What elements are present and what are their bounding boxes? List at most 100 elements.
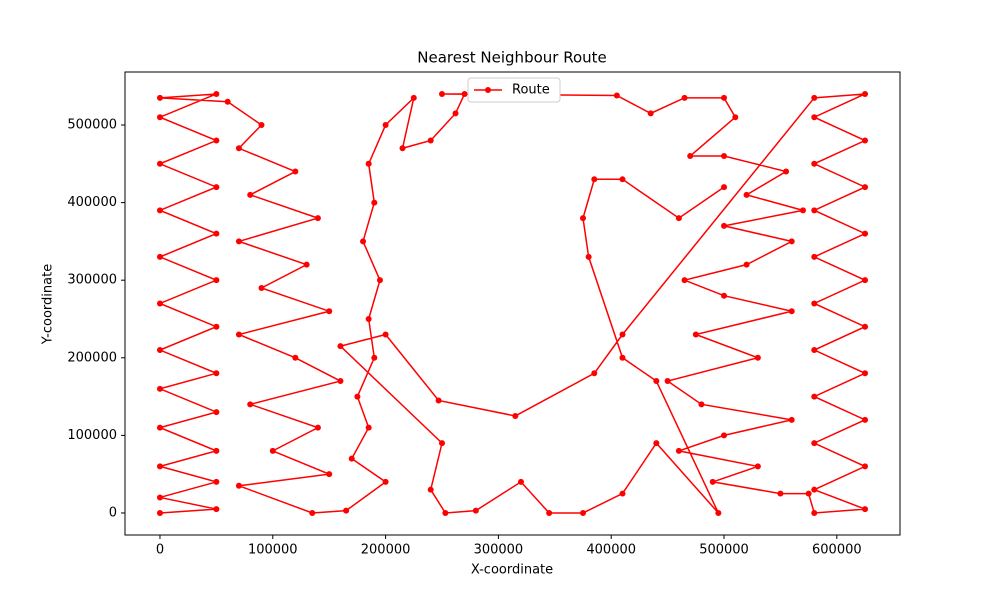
route-point	[743, 261, 750, 268]
route-point	[811, 160, 818, 167]
route-point	[156, 207, 163, 214]
route-point	[546, 509, 553, 516]
route-point	[382, 478, 389, 485]
route-point	[732, 114, 739, 121]
route-point	[619, 354, 626, 361]
route-point	[721, 94, 728, 101]
route-point	[709, 478, 716, 485]
route-point	[788, 238, 795, 245]
route-point	[438, 440, 445, 447]
y-tick-label: 400000	[67, 195, 117, 210]
axes-frame	[124, 71, 901, 536]
route-point	[213, 409, 220, 416]
route-point	[258, 284, 265, 291]
route-point	[314, 215, 321, 222]
route-point	[292, 354, 299, 361]
x-axis-label: X-coordinate	[471, 563, 553, 578]
route-point	[213, 277, 220, 284]
route-point	[213, 370, 220, 377]
route-point	[371, 199, 378, 206]
route-point	[348, 455, 355, 462]
route-point	[811, 486, 818, 493]
x-tick-label: 100000	[248, 543, 298, 558]
route-point	[805, 490, 812, 497]
route-point	[452, 110, 459, 117]
route-point	[365, 315, 372, 322]
route-point	[743, 191, 750, 198]
x-tick-label: 600000	[812, 543, 862, 558]
route-point	[783, 168, 790, 175]
x-tick-label: 400000	[586, 543, 636, 558]
route-point	[721, 222, 728, 229]
route-point	[862, 416, 869, 423]
route-point	[235, 331, 242, 338]
route-point	[156, 509, 163, 516]
route-point	[721, 292, 728, 299]
y-tick-label: 100000	[67, 428, 117, 443]
route-point	[811, 509, 818, 516]
route-point	[692, 331, 699, 338]
route-point	[862, 463, 869, 470]
route-point	[213, 137, 220, 144]
route-point	[862, 230, 869, 237]
route-point	[653, 378, 660, 385]
route-point	[410, 94, 417, 101]
route-point	[580, 509, 587, 516]
route-point	[365, 160, 372, 167]
route-point	[681, 94, 688, 101]
route-point	[664, 378, 671, 385]
x-tick-label: 0	[156, 543, 164, 558]
route-point	[399, 145, 406, 152]
route-point	[156, 94, 163, 101]
route-point	[862, 277, 869, 284]
route-point	[862, 370, 869, 377]
route-point	[156, 347, 163, 354]
x-tick-label: 300000	[474, 543, 524, 558]
route-point	[371, 354, 378, 361]
route-point	[721, 184, 728, 191]
route-point	[647, 110, 654, 117]
route-point	[715, 509, 722, 516]
route-point	[326, 308, 333, 315]
route-point	[156, 463, 163, 470]
route-point	[811, 207, 818, 214]
route-point	[698, 401, 705, 408]
route-point	[235, 238, 242, 245]
route-point	[427, 137, 434, 144]
plot-area	[156, 90, 869, 516]
route-point	[269, 447, 276, 454]
route-point	[156, 494, 163, 501]
route-point	[619, 176, 626, 183]
route-point	[435, 397, 442, 404]
route-point	[811, 440, 818, 447]
route-point	[235, 482, 242, 489]
route-point	[811, 253, 818, 260]
route-point	[213, 447, 220, 454]
route-point	[512, 412, 519, 419]
chart-title: Nearest Neighbour Route	[417, 49, 607, 67]
route-point	[585, 253, 592, 260]
route-line	[157, 93, 867, 514]
route-point	[156, 385, 163, 392]
route-point	[777, 490, 784, 497]
route-point	[247, 191, 254, 198]
y-tick-label: 200000	[67, 350, 117, 365]
route-point	[156, 253, 163, 260]
y-axis-label: Y-coordinate	[41, 264, 56, 345]
route-point	[442, 509, 449, 516]
route-point	[224, 98, 231, 105]
route-point	[309, 509, 316, 516]
route-point	[156, 300, 163, 307]
route-point	[862, 90, 869, 97]
route-point	[213, 184, 220, 191]
route-point	[472, 507, 479, 514]
y-tick-label: 300000	[67, 273, 117, 288]
route-point	[675, 447, 682, 454]
y-tick-label: 0	[109, 505, 117, 520]
route-point	[681, 277, 688, 284]
route-point	[862, 506, 869, 513]
route-point	[376, 277, 383, 284]
route-point	[438, 90, 445, 97]
route-point	[653, 440, 660, 447]
